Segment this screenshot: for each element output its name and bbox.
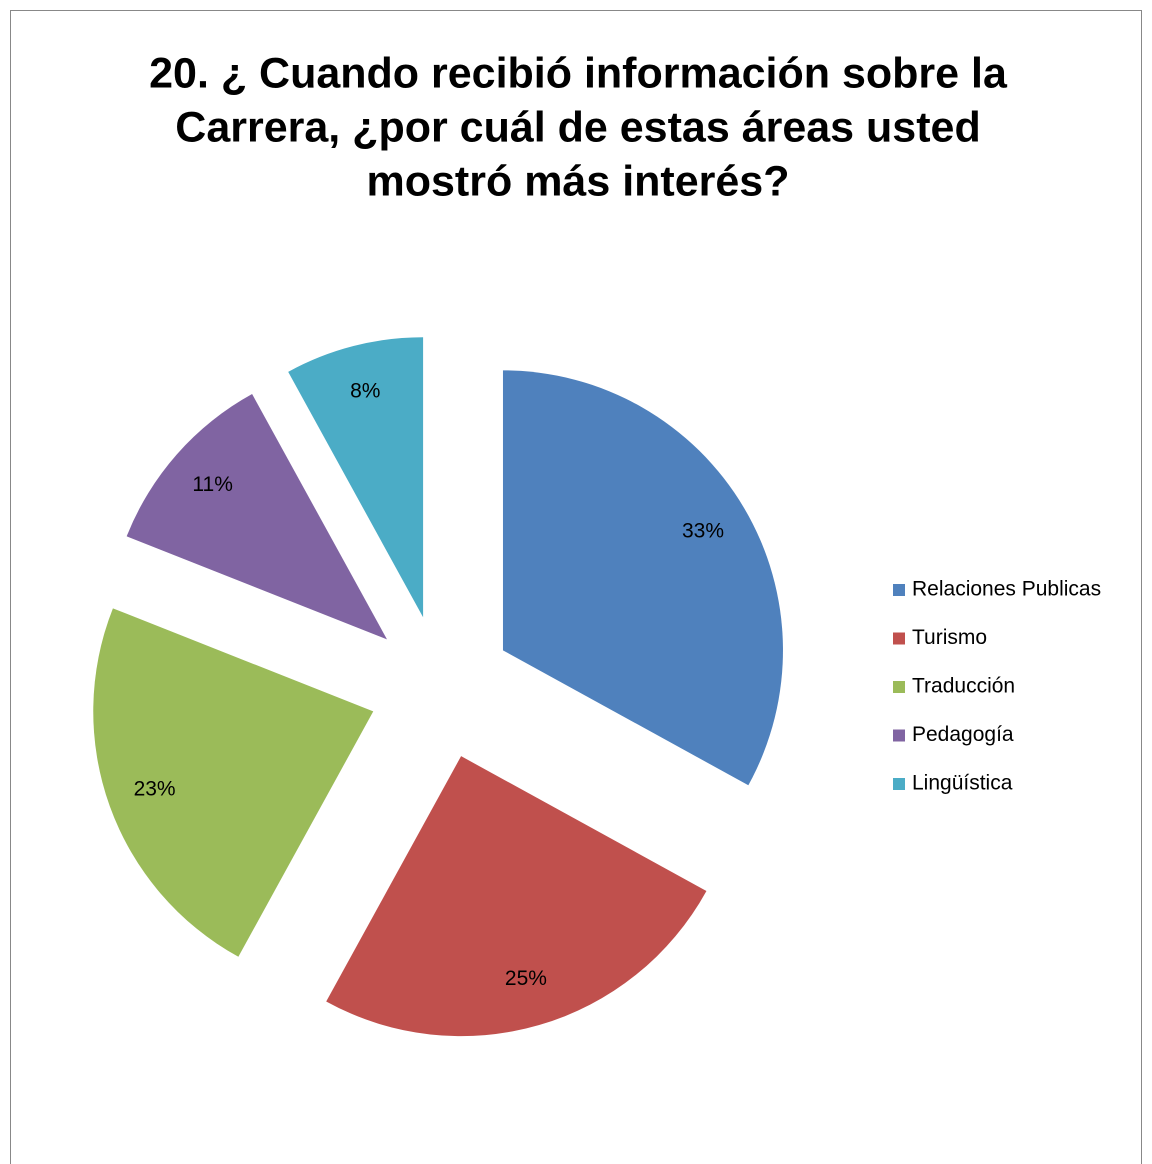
data-label: 8% <box>350 380 380 403</box>
chart-title: mostró más interés? <box>367 157 790 205</box>
legend-swatch <box>893 584 905 596</box>
legend-swatch <box>893 681 905 693</box>
legend-label: Relaciones Publicas <box>912 578 1101 601</box>
data-label: 33% <box>682 520 724 543</box>
legend-swatch <box>893 632 905 645</box>
pie-slice <box>326 756 707 1037</box>
legend-swatch <box>893 778 905 790</box>
pie-slice <box>93 608 374 957</box>
data-label: 23% <box>134 778 176 801</box>
chart-title: Carrera, ¿por cuál de estas áreas usted <box>175 103 980 151</box>
pie-slice <box>288 337 424 618</box>
legend-label: Lingüística <box>912 772 1013 795</box>
pie-slice <box>502 370 783 786</box>
legend-label: Traducción <box>912 675 1015 698</box>
legend-swatch <box>893 729 905 742</box>
legend-label: Pedagogía <box>912 723 1014 746</box>
chart-title: 20. ¿ Cuando recibió información sobre l… <box>149 49 1008 97</box>
data-label: 11% <box>192 473 232 496</box>
pie-slice <box>126 394 387 640</box>
legend-label: Turismo <box>912 626 987 649</box>
data-label: 25% <box>505 967 547 990</box>
